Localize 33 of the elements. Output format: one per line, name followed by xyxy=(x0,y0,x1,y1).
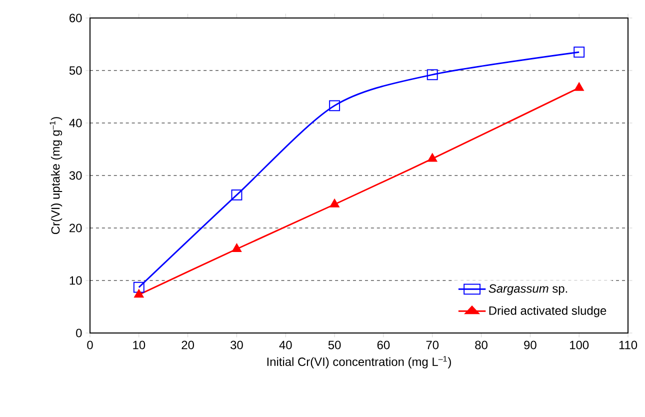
x-tick-label: 10 xyxy=(133,340,146,350)
point xyxy=(428,153,438,162)
x-tick-label: 100 xyxy=(570,340,589,350)
point xyxy=(574,82,584,91)
legend-label: Dried activated sludge xyxy=(489,306,606,318)
y-axis-title: Cr(VI) uptake (mg g$^{–1}$) xyxy=(50,117,62,234)
x-tick-label: 80 xyxy=(475,340,488,350)
point xyxy=(134,289,144,298)
x-tick-label: 20 xyxy=(182,340,194,350)
y-tick-label: 50 xyxy=(69,66,82,75)
y-tick-label: 60 xyxy=(70,14,82,22)
x-tick-label: 50 xyxy=(328,340,341,350)
x-tick-label: 40 xyxy=(279,340,292,350)
point xyxy=(574,46,585,58)
point xyxy=(330,198,340,208)
point xyxy=(232,244,242,252)
y-tick-label: 20 xyxy=(70,224,82,232)
point xyxy=(231,189,242,200)
legend-label: Sargassum sp. xyxy=(488,284,568,296)
x-tick-label: 90 xyxy=(524,340,536,350)
x-tick-label: 110 xyxy=(619,340,638,350)
x-tick-label: 0 xyxy=(87,340,93,350)
point xyxy=(426,69,438,80)
y-tick-label: 0 xyxy=(76,328,82,338)
y-tick-label: 30 xyxy=(69,171,82,180)
point xyxy=(329,100,340,112)
point xyxy=(133,282,144,293)
x-tick-label: 60 xyxy=(377,340,390,350)
x-tick-label: 70 xyxy=(426,340,439,350)
x-axis-title: Initial Cr(VI) concentration (mg L$^{–1}$) xyxy=(267,356,451,368)
y-tick-label: 40 xyxy=(69,118,82,128)
x-tick-label: 30 xyxy=(230,340,243,350)
y-tick-label: 10 xyxy=(70,276,82,285)
